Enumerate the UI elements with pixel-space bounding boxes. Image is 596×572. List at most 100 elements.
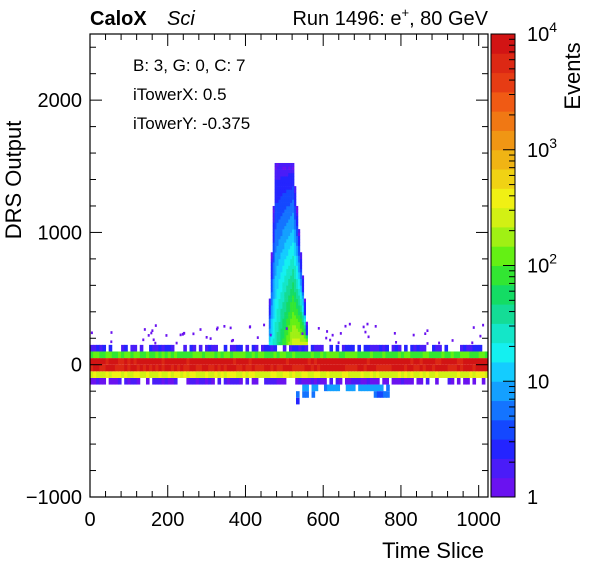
heatmap-cell: [274, 305, 277, 309]
heatmap-cell: [297, 315, 301, 319]
x-tick-label: 800: [384, 509, 417, 531]
heatmap-cell: [484, 358, 489, 365]
heatmap-cell: [484, 371, 489, 378]
heatmap-cell: [383, 391, 387, 398]
heatmap-cell: [272, 262, 275, 266]
heatmap-cell: [276, 239, 279, 243]
heatmap-cell: [284, 282, 287, 286]
heatmap-cell: [297, 265, 301, 270]
heatmap-cell: [299, 291, 303, 296]
y-tick-label: 1000: [38, 222, 83, 244]
heatmap-cell: [292, 248, 295, 253]
heatmap-cell: [280, 288, 283, 293]
heatmap-cell: [99, 358, 103, 365]
colorbar-segment: [491, 477, 515, 498]
heatmap-cell: [284, 295, 287, 299]
heatmap-cell: [288, 305, 291, 309]
heatmap-cell: [278, 235, 281, 240]
heatmap-cell: [294, 262, 297, 266]
heatmap-outlier: [339, 332, 342, 335]
heatmap-cell: [280, 331, 283, 336]
heatmap-cell: [373, 384, 378, 392]
heatmap-cell: [466, 371, 470, 378]
heatmap-cell: [114, 371, 119, 378]
heatmap-cell: [270, 358, 274, 365]
heatmap-cell: [292, 258, 295, 263]
heatmap-cell: [286, 199, 289, 203]
heatmap-cell: [295, 282, 299, 286]
heatmap-cell: [117, 371, 122, 378]
heatmap-cell: [167, 358, 172, 365]
heatmap-cell: [344, 344, 349, 352]
heatmap-cell: [282, 262, 285, 266]
heatmap-cell: [294, 295, 297, 299]
heatmap-cell: [276, 265, 279, 270]
heatmap-cell: [286, 235, 289, 240]
heatmap-cell: [370, 384, 375, 392]
heatmap-cell: [282, 334, 285, 339]
heatmap-cell: [236, 358, 240, 365]
heatmap-cell: [282, 338, 285, 342]
heatmap-cell: [444, 358, 449, 365]
heatmap-cell: [229, 377, 234, 385]
heatmap-cell: [164, 364, 169, 372]
heatmap-cell: [278, 282, 281, 286]
heatmap-cell: [254, 344, 259, 352]
heatmap-cell: [276, 328, 279, 332]
heatmap-cell: [297, 258, 301, 263]
heatmap-cell: [357, 351, 362, 359]
heatmap-outlier: [150, 331, 153, 335]
heatmap-cell: [354, 358, 358, 365]
heatmap-cell: [478, 364, 483, 372]
heatmap-cell: [286, 252, 289, 256]
heatmap-cell: [278, 291, 281, 296]
heatmap-cell: [284, 199, 287, 203]
heatmap-cell: [278, 199, 281, 203]
heatmap-cell: [297, 235, 301, 240]
heatmap-cell: [335, 344, 340, 352]
heatmap-cell: [239, 351, 243, 359]
heatmap-cell: [286, 298, 289, 303]
heatmap-cell: [279, 351, 284, 359]
heatmap-cell: [272, 268, 275, 273]
heatmap-cell: [268, 331, 272, 336]
heatmap-cell: [282, 282, 285, 286]
heatmap-cell: [276, 275, 279, 280]
heatmap-cell: [478, 344, 483, 352]
annotation-board: B: 3, G: 0, C: 7: [133, 56, 245, 75]
heatmap-cell: [284, 215, 287, 220]
heatmap-cell: [292, 364, 296, 372]
heatmap-cell: [447, 358, 452, 365]
heatmap-cell: [274, 255, 277, 260]
heatmap-cell: [282, 166, 285, 170]
heatmap-cell: [294, 338, 297, 342]
heatmap-cell: [284, 305, 287, 309]
heatmap-cell: [288, 169, 291, 174]
colorbar-segment: [491, 284, 515, 305]
heatmap-cell: [444, 364, 449, 372]
heatmap-cell: [99, 377, 103, 385]
heatmap-cell: [183, 351, 187, 359]
heatmap-cell: [416, 351, 421, 359]
heatmap-cell: [268, 325, 272, 329]
heatmap-cell: [297, 318, 301, 323]
heatmap-cell: [270, 341, 273, 346]
heatmap-cell: [400, 377, 405, 385]
heatmap-cell: [161, 377, 166, 385]
heatmap-cell: [460, 364, 464, 372]
heatmap-cell: [173, 351, 178, 359]
heatmap-cell: [484, 351, 489, 359]
heatmap-cell: [276, 166, 279, 170]
heatmap-cell: [99, 351, 103, 359]
heatmap-cell: [278, 275, 281, 280]
heatmap-cell: [299, 295, 303, 299]
heatmap-cell: [320, 358, 324, 365]
heatmap-cell: [304, 351, 309, 359]
colorbar-segment: [491, 91, 515, 112]
heatmap-cell: [289, 351, 293, 359]
heatmap-cell: [270, 311, 273, 316]
heatmap-cell: [274, 196, 277, 200]
heatmap-cell: [229, 358, 234, 365]
heatmap-cell: [301, 291, 305, 296]
heatmap-cell: [422, 344, 427, 352]
